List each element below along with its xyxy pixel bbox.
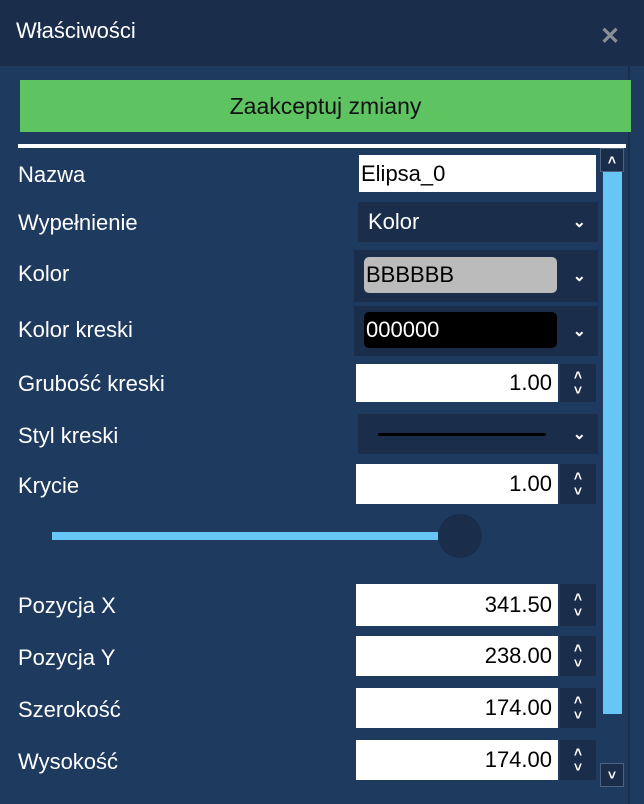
fill-dropdown[interactable]: Kolor ⌄	[358, 202, 598, 242]
stroke-style-dropdown[interactable]: ⌄	[358, 414, 598, 454]
stroke-style-label: Styl kreski	[18, 423, 119, 448]
chevron-down-icon[interactable]: ˅	[573, 655, 583, 671]
divider	[18, 144, 626, 148]
stroke-color-swatch: 000000	[364, 312, 557, 348]
height-stepper[interactable]: ˄ ˅	[560, 740, 596, 780]
chevron-down-icon: ⌄	[572, 426, 586, 443]
width-input[interactable]: 174.00	[356, 688, 558, 728]
chevron-down-icon[interactable]: ˅	[573, 759, 583, 775]
window-title: Właściwości	[16, 18, 136, 43]
fill-value: Kolor	[368, 209, 420, 234]
chevron-up-icon[interactable]: ˄	[573, 468, 583, 484]
pos-x-input[interactable]: 341.50	[356, 584, 558, 626]
scroll-down-icon[interactable]: ˅	[600, 763, 624, 787]
stroke-width-input[interactable]: 1.00	[356, 364, 558, 402]
title-bar	[0, 0, 644, 66]
chevron-down-icon[interactable]: ˅	[573, 604, 583, 620]
pos-y-label: Pozycja Y	[18, 645, 116, 670]
height-label: Wysokość	[18, 749, 119, 774]
width-label: Szerokość	[18, 697, 121, 722]
opacity-slider-handle[interactable]	[438, 514, 482, 558]
fill-label: Wypełnienie	[18, 210, 138, 235]
opacity-stepper[interactable]: ˄ ˅	[560, 464, 596, 504]
chevron-down-icon: ⌄	[572, 214, 586, 231]
chevron-down-icon: ⌄	[572, 268, 586, 285]
stroke-color-dropdown[interactable]: 000000 ⌄	[354, 306, 598, 356]
scroll-up-icon[interactable]: ˄	[600, 148, 624, 172]
close-icon[interactable]: ✕	[600, 23, 621, 50]
height-input[interactable]: 174.00	[356, 740, 558, 780]
pos-x-stepper[interactable]: ˄ ˅	[560, 584, 596, 626]
pos-x-label: Pozycja X	[18, 593, 116, 618]
scrollbar-thumb[interactable]	[603, 172, 622, 714]
chevron-down-icon[interactable]: ˅	[573, 707, 583, 723]
opacity-slider-track[interactable]	[52, 532, 438, 540]
pos-y-input[interactable]: 238.00	[356, 636, 558, 676]
pos-y-stepper[interactable]: ˄ ˅	[560, 636, 596, 676]
name-label: Nazwa	[18, 162, 86, 187]
chevron-up-icon[interactable]: ˄	[573, 589, 583, 605]
chevron-down-icon: ⌄	[572, 323, 586, 340]
stroke-color-label: Kolor kreski	[18, 317, 133, 342]
opacity-label: Krycie	[18, 473, 80, 498]
stroke-width-label: Grubość kreski	[18, 371, 165, 396]
chevron-up-icon[interactable]: ˄	[573, 692, 583, 708]
color-dropdown[interactable]: BBBBBB ⌄	[354, 250, 598, 302]
chevron-down-icon[interactable]: ˅	[573, 382, 583, 398]
width-stepper[interactable]: ˄ ˅	[560, 688, 596, 728]
chevron-up-icon[interactable]: ˄	[573, 367, 583, 383]
stroke-width-stepper[interactable]: ˄ ˅	[560, 364, 596, 402]
name-input[interactable]: Elipsa_0	[359, 155, 596, 192]
chevron-down-icon[interactable]: ˅	[573, 483, 583, 499]
window-border	[628, 66, 644, 804]
color-label: Kolor	[18, 261, 70, 286]
accept-changes-button[interactable]: Zaakceptuj zmiany	[20, 80, 631, 132]
chevron-up-icon[interactable]: ˄	[573, 744, 583, 760]
solid-line-preview	[378, 433, 546, 436]
chevron-up-icon[interactable]: ˄	[573, 640, 583, 656]
color-swatch: BBBBBB	[364, 257, 557, 293]
opacity-input[interactable]: 1.00	[356, 464, 558, 504]
